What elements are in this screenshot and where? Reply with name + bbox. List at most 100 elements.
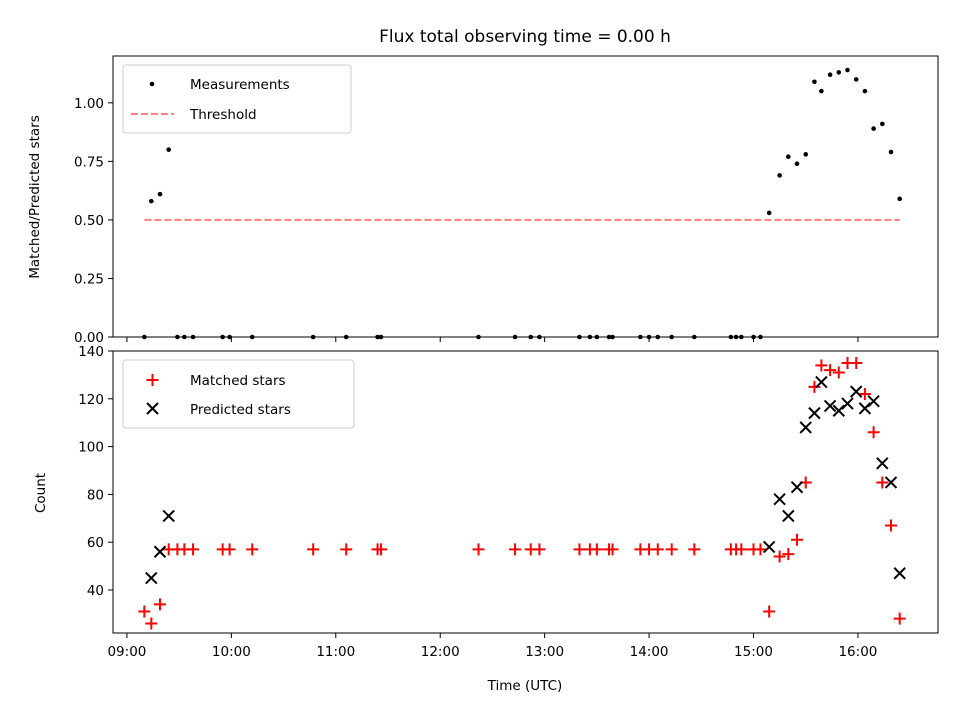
legend-measurements-dot (149, 81, 155, 87)
measurements-point (378, 334, 384, 340)
bottom-legend: Matched stars Predicted stars (122, 359, 355, 429)
measurements-point (375, 334, 380, 340)
predicted-stars-point (815, 375, 828, 389)
predicted-stars-point (790, 481, 804, 494)
predicted-stars-point (782, 509, 795, 523)
legend-matched-marker (146, 374, 159, 386)
predicted-stars-point (832, 404, 845, 417)
bottom-x-tick-label: 09:00 (107, 644, 146, 660)
top-legend-box (122, 64, 352, 134)
matched-stars-point (509, 543, 522, 556)
measurements-point (853, 77, 859, 82)
predicted-stars-point (799, 421, 812, 434)
bottom-marks (138, 356, 906, 630)
predicted-stars-point (849, 385, 863, 398)
predicted-stars-point (893, 567, 906, 580)
top-y-ticks: 0.00 0.25 0.50 0.75 1.00 (74, 96, 113, 346)
bottom-y-ticks: 40 60 80 100 120 140 (78, 344, 113, 599)
measurements-point (794, 161, 800, 167)
bottom-x-ticks: 09:00 10:00 11:00 12:00 13:00 14:00 15:00 16:00 (107, 633, 877, 660)
measurements-point (157, 191, 163, 197)
measurements-point (528, 334, 534, 340)
top-marks (142, 67, 903, 340)
bottom-y-tick-label: 60 (87, 535, 104, 551)
measurements-point (166, 147, 171, 152)
bottom-y-tick-label: 80 (87, 487, 104, 503)
matched-stars-point (472, 543, 485, 556)
measurements-point (766, 210, 772, 216)
matched-stars-point (735, 543, 748, 556)
measurements-point (733, 334, 739, 340)
matched-stars-point (773, 550, 786, 563)
measurements-point (587, 334, 593, 340)
predicted-stars-point (876, 457, 889, 470)
bottom-x-tick-label: 12:00 (421, 644, 460, 660)
legend-matched-label: Matched stars (190, 373, 286, 389)
measurements-point (606, 334, 612, 340)
matched-stars-point (688, 543, 701, 556)
measurements-point (803, 152, 809, 157)
bottom-plot: Count Time (UTC) 40 60 80 100 120 140 09:00 10… (33, 344, 939, 694)
measurements-point (758, 334, 763, 340)
matched-stars-point (763, 605, 776, 618)
bottom-x-axis-label: Time (UTC) (487, 678, 563, 694)
predicted-stars-point (823, 399, 837, 413)
measurements-point (249, 334, 255, 340)
bottom-x-tick-label: 13:00 (525, 644, 564, 660)
bottom-y-tick-label: 140 (78, 344, 104, 360)
bottom-legend-box (122, 359, 355, 429)
matched-stars-point (340, 543, 353, 556)
measurements-point (692, 334, 697, 340)
matched-stars-point (375, 543, 388, 556)
predicted-stars-point (867, 394, 880, 408)
matched-stars-point (808, 380, 821, 393)
matched-stars-point (223, 543, 236, 556)
measurements-point (655, 334, 661, 340)
measurements-point (836, 70, 842, 75)
bottom-x-tick-label: 15:00 (734, 644, 773, 660)
measurements-point (871, 126, 876, 131)
matched-stars-point (307, 543, 320, 556)
measurements-point (476, 334, 481, 340)
measurements-point (888, 149, 894, 155)
measurements-point (610, 334, 615, 340)
bottom-y-axis-label: Count (33, 473, 49, 513)
predicted-stars-point (858, 402, 872, 415)
bottom-y-tick-label: 120 (78, 392, 104, 408)
legend-measurements-label: Measurements (190, 77, 290, 93)
measurements-point (220, 334, 225, 340)
measurements-point (777, 173, 782, 178)
matched-stars-point (832, 366, 845, 379)
top-y-tick-label: 1.00 (74, 96, 104, 112)
matched-stars-point (824, 364, 837, 377)
matched-stars-point (867, 426, 880, 439)
top-y-tick-label: 0.75 (74, 154, 104, 170)
measurements-point (669, 334, 675, 340)
measurements-point (786, 154, 791, 159)
bottom-x-tick-label: 11:00 (316, 644, 355, 660)
bottom-y-tick-label: 40 (87, 583, 104, 599)
top-plot-frame (112, 55, 939, 338)
predicted-stars-point (162, 509, 175, 523)
matched-stars-point (153, 598, 166, 611)
measurements-point (812, 79, 817, 85)
matched-stars-point (782, 548, 795, 561)
matched-stars-point (665, 543, 678, 556)
bottom-x-tick-label: 16:00 (838, 644, 877, 660)
bottom-x-tick-label: 14:00 (630, 644, 669, 660)
measurements-point (880, 121, 885, 127)
matched-stars-point (606, 543, 619, 556)
matched-stars-point (590, 543, 603, 556)
measurements-point (638, 334, 643, 340)
measurements-point (577, 334, 582, 340)
measurements-point (594, 334, 600, 340)
bottom-y-tick-label: 100 (78, 440, 104, 456)
measurements-point (537, 334, 542, 340)
measurements-point (739, 334, 744, 340)
measurements-point (142, 334, 147, 340)
top-y-tick-label: 0.50 (74, 213, 104, 229)
measurements-point (646, 334, 652, 340)
matched-stars-point (573, 543, 586, 556)
measurements-point (862, 88, 868, 94)
